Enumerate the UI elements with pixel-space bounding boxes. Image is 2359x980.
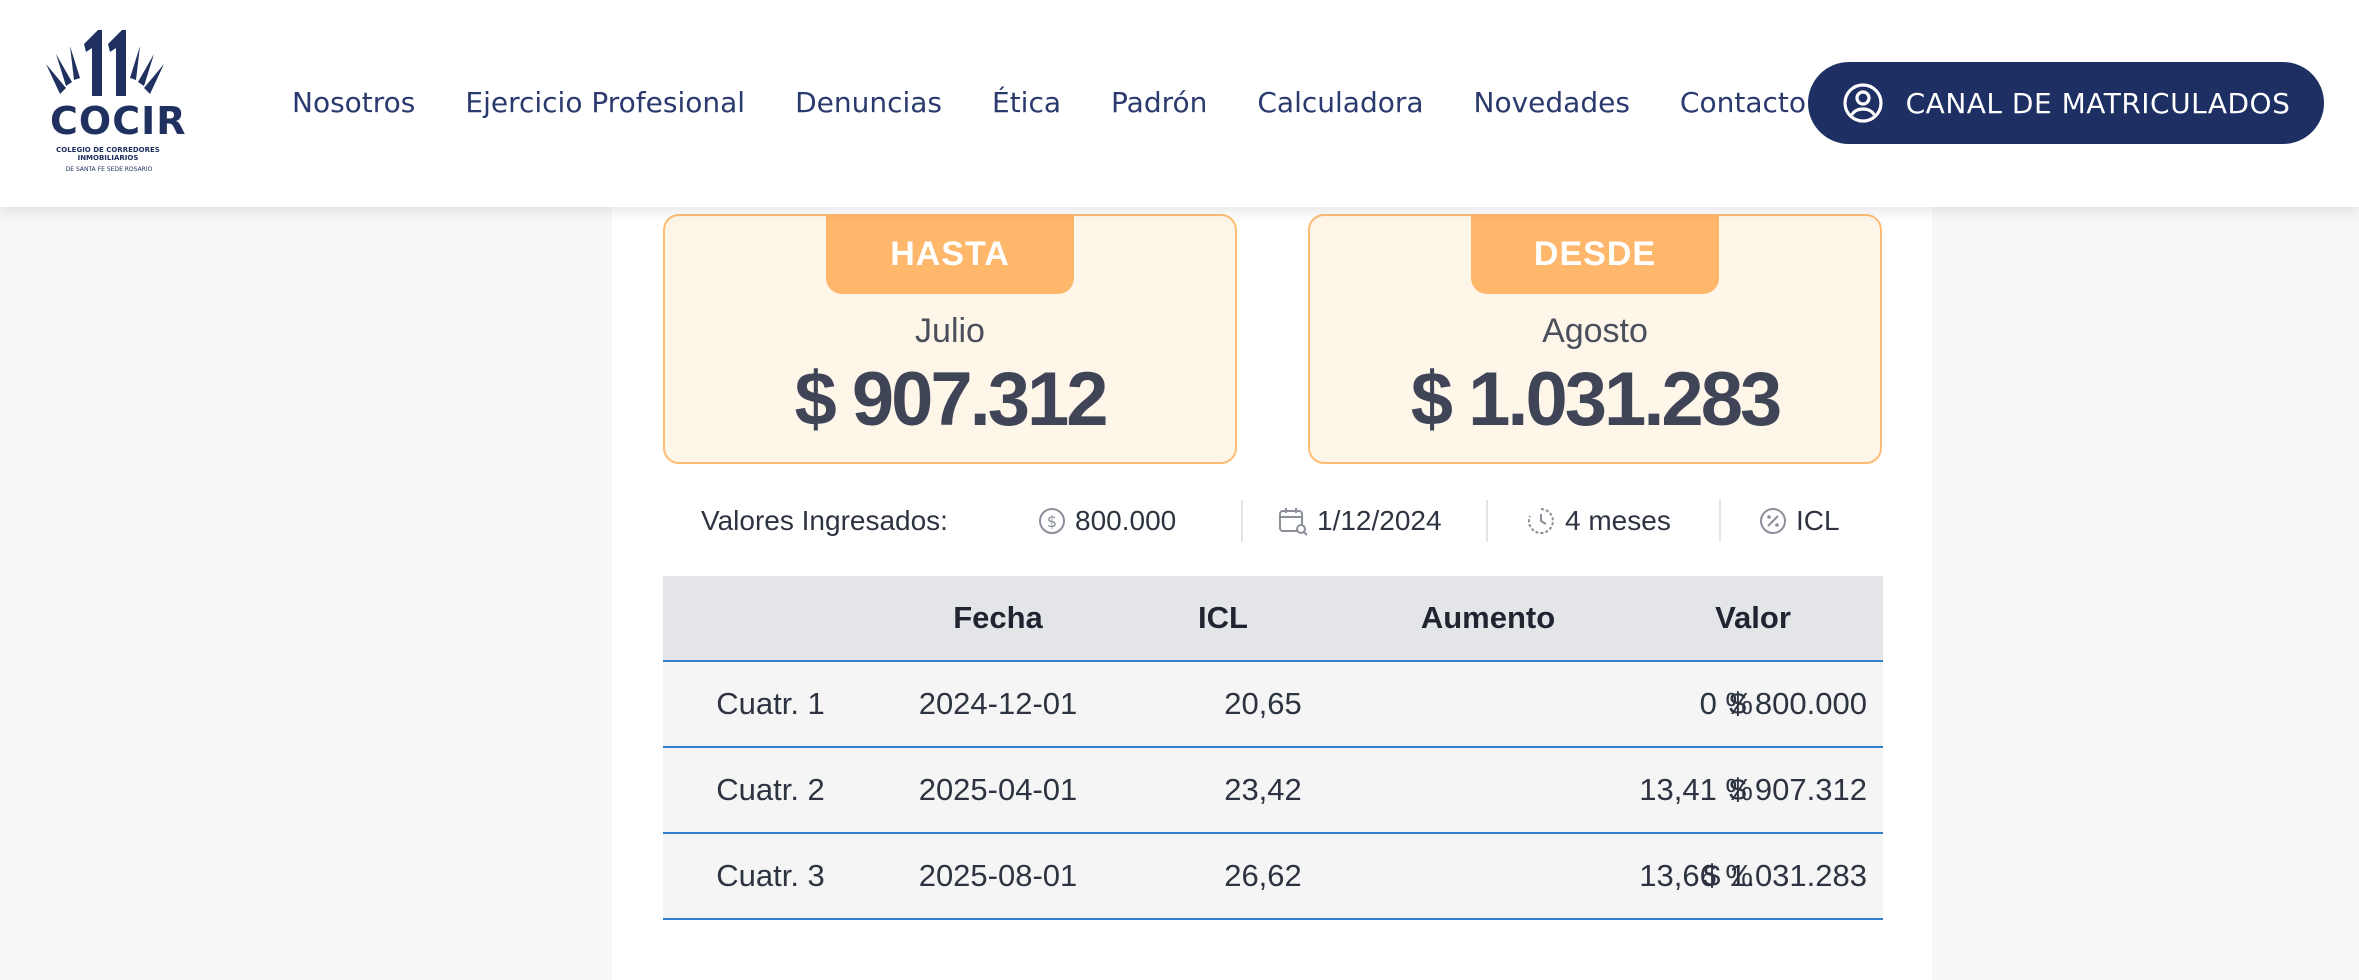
- row-valor: $ 1.031.283: [1703, 858, 1867, 893]
- row-fecha: 2025-08-01: [918, 858, 1078, 893]
- row-icl: 23,42: [1224, 772, 1302, 807]
- table-row: Cuatr. 3 2025-08-01 26,62 13,66 % $ 1.03…: [663, 834, 1883, 920]
- cocir-logo[interactable]: COCIR COLEGIO DE CORREDORES INMOBILIARIO…: [40, 24, 187, 184]
- row-fecha: 2025-04-01: [918, 772, 1078, 807]
- logo-emblem-icon: [46, 30, 164, 96]
- nav-calculadora[interactable]: Calculadora: [1257, 85, 1424, 119]
- summary-label: Valores Ingresados:: [701, 505, 948, 536]
- canal-matriculados-button[interactable]: CANAL DE MATRICULADOS: [1808, 62, 2324, 144]
- table-header: Fecha ICL Aumento Valor: [663, 576, 1883, 662]
- result-hasta-tag: HASTA: [826, 214, 1074, 294]
- result-desde-value: $ 1.031.283: [1410, 357, 1783, 442]
- result-desde-month: Agosto: [1542, 312, 1648, 350]
- site-header: COCIR COLEGIO DE CORREDORES INMOBILIARIO…: [0, 0, 2359, 207]
- result-desde: DESDE Agosto $ 1.031.283: [1308, 214, 1882, 464]
- row-valor: $ 800.000: [1729, 686, 1867, 721]
- logo-subtitle-2: DE SANTA FE SEDE ROSARIO: [65, 166, 153, 173]
- summary-date: 1/12/2024: [1277, 505, 1442, 537]
- svg-text:$: $: [1047, 512, 1057, 531]
- input-summary: Valores Ingresados: $ 800.000 1/12/2024 …: [663, 500, 1883, 542]
- canal-matriculados-label: CANAL DE MATRICULADOS: [1905, 86, 2291, 120]
- result-desde-tag: DESDE: [1471, 214, 1719, 294]
- main-nav: Nosotros Ejercicio Profesional Denuncias…: [292, 82, 1806, 122]
- row-aumento: 13,66 %: [1639, 858, 1753, 893]
- nav-contacto[interactable]: Contacto: [1679, 85, 1806, 119]
- nav-nosotros[interactable]: Nosotros: [292, 85, 416, 119]
- column-header-valor: Valor: [1715, 600, 1791, 635]
- summary-period: 4 meses: [1525, 505, 1671, 537]
- dollar-coin-icon: $: [1039, 508, 1065, 534]
- clock-history-icon: [1527, 508, 1554, 534]
- logo-subtitle: COLEGIO DE CORREDORES INMOBILIARIOS: [56, 146, 160, 162]
- logo-wordmark: COCIR: [50, 99, 187, 143]
- row-period: Cuatr. 1: [716, 686, 825, 721]
- summary-amount-value: 800.000: [1075, 505, 1177, 536]
- row-fecha: 2024-12-01: [918, 686, 1078, 721]
- column-header-label: [663, 576, 878, 660]
- results-table: Fecha ICL Aumento Valor Cuatr. 1 2024-12…: [663, 576, 1883, 920]
- user-circle-icon: [1843, 83, 1883, 123]
- result-hasta-value: $ 907.312: [794, 357, 1108, 442]
- result-hasta: HASTA Julio $ 907.312: [663, 214, 1237, 464]
- column-header-fecha: Fecha: [953, 600, 1043, 635]
- calendar-search-icon: [1279, 508, 1308, 536]
- table-row: Cuatr. 2 2025-04-01 23,42 13,41 % $ 907.…: [663, 748, 1883, 834]
- column-header-aumento: Aumento: [1420, 600, 1556, 635]
- column-header-icl: ICL: [1198, 600, 1248, 635]
- summary-divider: [1486, 500, 1488, 542]
- row-icl: 26,62: [1224, 858, 1302, 893]
- summary-amount: $ 800.000: [1037, 505, 1176, 537]
- nav-ejercicio-profesional[interactable]: Ejercicio Profesional: [465, 85, 746, 119]
- nav-denuncias[interactable]: Denuncias: [795, 85, 943, 119]
- nav-padron[interactable]: Padrón: [1111, 85, 1208, 119]
- row-valor: $ 907.312: [1729, 772, 1867, 807]
- nav-novedades[interactable]: Novedades: [1473, 85, 1630, 119]
- row-icl: 20,65: [1224, 686, 1302, 721]
- nav-etica[interactable]: Ética: [992, 85, 1062, 119]
- summary-period-value: 4 meses: [1565, 505, 1671, 536]
- table-row: Cuatr. 1 2024-12-01 20,65 0 % $ 800.000: [663, 662, 1883, 748]
- row-period: Cuatr. 3: [716, 858, 825, 893]
- result-hasta-month: Julio: [915, 312, 985, 350]
- summary-divider: [1241, 500, 1243, 542]
- summary-index-value: ICL: [1796, 505, 1840, 536]
- summary-date-value: 1/12/2024: [1317, 505, 1442, 536]
- row-aumento: 13,41 %: [1639, 772, 1753, 807]
- summary-divider: [1719, 500, 1721, 542]
- summary-index: ICL: [1758, 505, 1840, 537]
- row-period: Cuatr. 2: [716, 772, 825, 807]
- row-aumento: 0 %: [1699, 686, 1753, 721]
- percent-circle-icon: [1760, 508, 1786, 534]
